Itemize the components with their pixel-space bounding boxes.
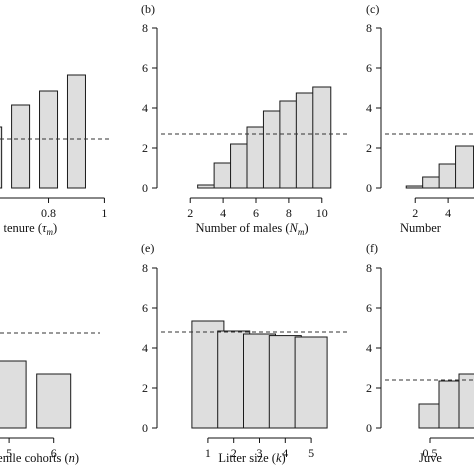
y-tick-label-b-2: 4	[142, 101, 148, 115]
bar-b-7	[312, 86, 332, 189]
x-tick-label-c-0: 2	[412, 206, 418, 220]
y-tick-label-b-4: 8	[142, 21, 148, 35]
y-tick-label-b-1: 2	[142, 141, 148, 155]
bar-d-2	[36, 373, 72, 429]
y-tick-label-f-0: 0	[366, 421, 372, 435]
x-tick-label-a-3: 1	[101, 206, 107, 220]
bar-f-2	[458, 373, 474, 429]
bar-c-1	[422, 176, 442, 189]
y-tick-label-b-3: 6	[142, 61, 148, 75]
y-tick-label-b-0: 0	[142, 181, 148, 195]
bar-b-3	[246, 126, 266, 189]
y-tick-label-e-1: 2	[142, 381, 148, 395]
y-tick-label-c-2: 4	[366, 101, 372, 115]
x-tick-label-e-3: 4	[282, 446, 288, 460]
y-tick-label-f-3: 6	[366, 301, 372, 315]
x-tick-label-d-2: 6	[51, 446, 57, 460]
y-tick-label-e-2: 4	[142, 341, 148, 355]
x-tick-label-f-0: 0.5	[423, 446, 438, 460]
bar-d-1	[0, 360, 27, 429]
x-axis-label-f: Juve	[419, 451, 442, 465]
y-tick-label-c-0: 0	[366, 181, 372, 195]
x-tick-label-c-1: 4	[445, 206, 451, 220]
bar-a-3	[11, 104, 31, 189]
y-tick-label-c-3: 6	[366, 61, 372, 75]
panel-label-e: (e)	[141, 241, 154, 255]
x-tick-label-b-2: 6	[253, 206, 259, 220]
x-axis-label-d: venile cohorts (n)	[0, 451, 79, 465]
bar-c-0	[405, 185, 425, 189]
x-tick-label-d-1: 5	[6, 446, 12, 460]
y-tick-label-f-4: 8	[366, 261, 372, 275]
bar-a-2	[0, 126, 3, 189]
y-tick-label-c-1: 2	[366, 141, 372, 155]
bar-a-5	[66, 74, 86, 189]
y-tick-label-f-1: 2	[366, 381, 372, 395]
bar-c-3	[455, 145, 474, 189]
x-tick-label-e-1: 2	[231, 446, 237, 460]
bar-b-5	[279, 100, 299, 189]
x-axis-label-a: e tenure (τm)	[0, 221, 57, 237]
bar-b-6	[295, 92, 315, 189]
y-tick-label-c-4: 8	[366, 21, 372, 35]
x-tick-label-b-3: 8	[286, 206, 292, 220]
y-tick-label-e-0: 0	[142, 421, 148, 435]
x-tick-label-e-0: 1	[205, 446, 211, 460]
x-tick-label-e-2: 3	[257, 446, 263, 460]
x-axis-label-b: Number of males (Nm)	[195, 221, 308, 237]
bar-f-0	[418, 403, 442, 429]
bar-b-1	[213, 162, 233, 189]
y-tick-label-f-2: 4	[366, 341, 372, 355]
x-tick-label-a-2: 0.8	[41, 206, 56, 220]
x-tick-label-b-0: 2	[187, 206, 193, 220]
x-tick-label-b-4: 10	[316, 206, 328, 220]
panel-label-f: (f)	[366, 241, 378, 255]
bar-b-0	[197, 184, 217, 189]
x-axis-label-c: Number	[400, 221, 442, 235]
bar-f-1	[438, 380, 462, 429]
x-tick-label-b-1: 4	[220, 206, 226, 220]
x-axis-label-e: Litter size (k)	[218, 451, 285, 465]
bar-b-2	[230, 143, 250, 189]
panel-label-c: (c)	[366, 2, 379, 16]
panel-label-b: (b)	[141, 2, 155, 16]
y-tick-label-e-3: 6	[142, 301, 148, 315]
bar-b-4	[262, 110, 282, 189]
y-tick-label-e-4: 8	[142, 261, 148, 275]
bar-c-2	[438, 163, 458, 189]
bar-e-4	[294, 336, 328, 429]
x-tick-label-e-4: 5	[308, 446, 314, 460]
